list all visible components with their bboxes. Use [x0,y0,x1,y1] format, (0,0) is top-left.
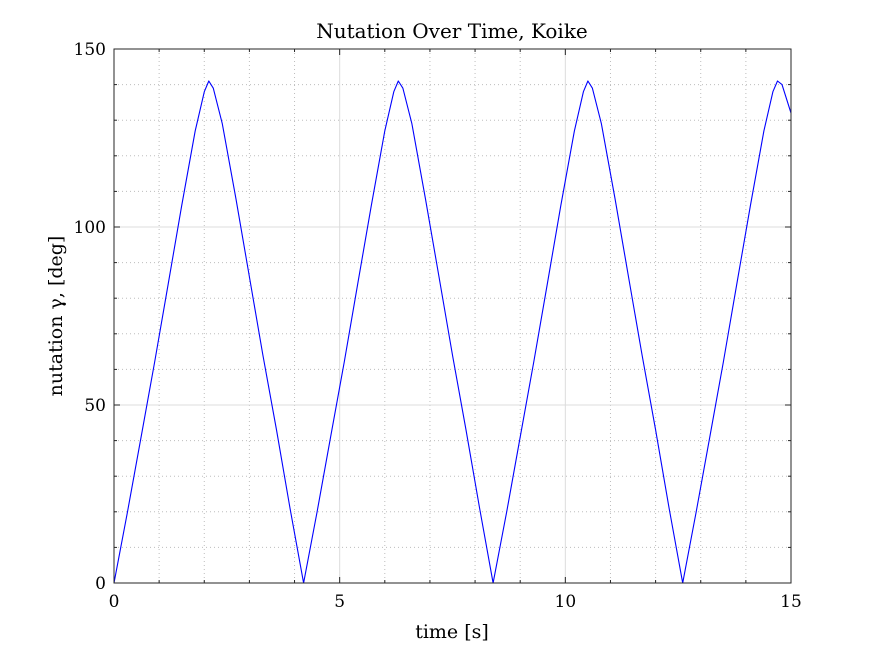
y-tick-label: 50 [84,396,106,416]
x-tick-label: 10 [555,592,577,612]
y-tick-label: 100 [74,218,106,238]
minor-grid [114,49,791,583]
x-tick-label: 0 [109,592,120,612]
y-tick-label: 150 [74,40,106,60]
plot-frame [113,48,792,584]
axis-ticks [113,48,792,584]
x-axis-label: time [s] [415,621,489,643]
x-tick-label: 5 [334,592,345,612]
nutation-series-line [113,80,792,584]
x-tick-label: 15 [780,592,802,612]
plot-area [114,49,791,583]
y-tick-label: 0 [95,574,106,594]
series-layer [113,80,792,584]
chart-title: Nutation Over Time, Koike [316,19,588,43]
y-axis-label: nutation γ, [deg] [45,236,67,397]
